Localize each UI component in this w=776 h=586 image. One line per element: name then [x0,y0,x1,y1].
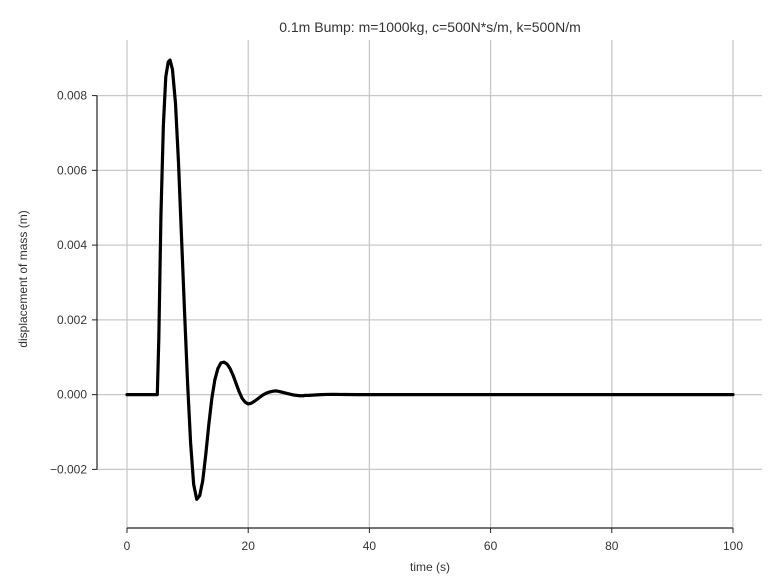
y-tick-label: −0.002 [50,462,87,476]
y-tick-label: 0.008 [57,89,87,103]
x-axis-label: time (s) [410,560,450,574]
y-axis-label: displacement of mass (m) [16,210,30,347]
x-tick-label: 100 [723,539,743,553]
x-ticks: 0 20 40 60 80 100 [124,528,743,553]
x-tick-label: 60 [484,539,498,553]
x-tick-label: 80 [605,539,619,553]
x-tick-label: 20 [242,539,256,553]
x-tick-label: 40 [363,539,377,553]
displacement-series-line [125,58,735,501]
chart-title: 0.1m Bump: m=1000kg, c=500N*s/m, k=500N/… [279,19,581,35]
y-tick-label: 0.004 [57,238,87,252]
grid [97,40,762,528]
y-tick-label: 0.006 [57,163,87,177]
y-ticks: −0.002 0.000 0.002 0.004 0.006 0.008 [50,89,97,476]
y-tick-label: 0.000 [57,388,87,402]
x-tick-label: 0 [124,539,131,553]
y-tick-label: 0.002 [57,313,87,327]
